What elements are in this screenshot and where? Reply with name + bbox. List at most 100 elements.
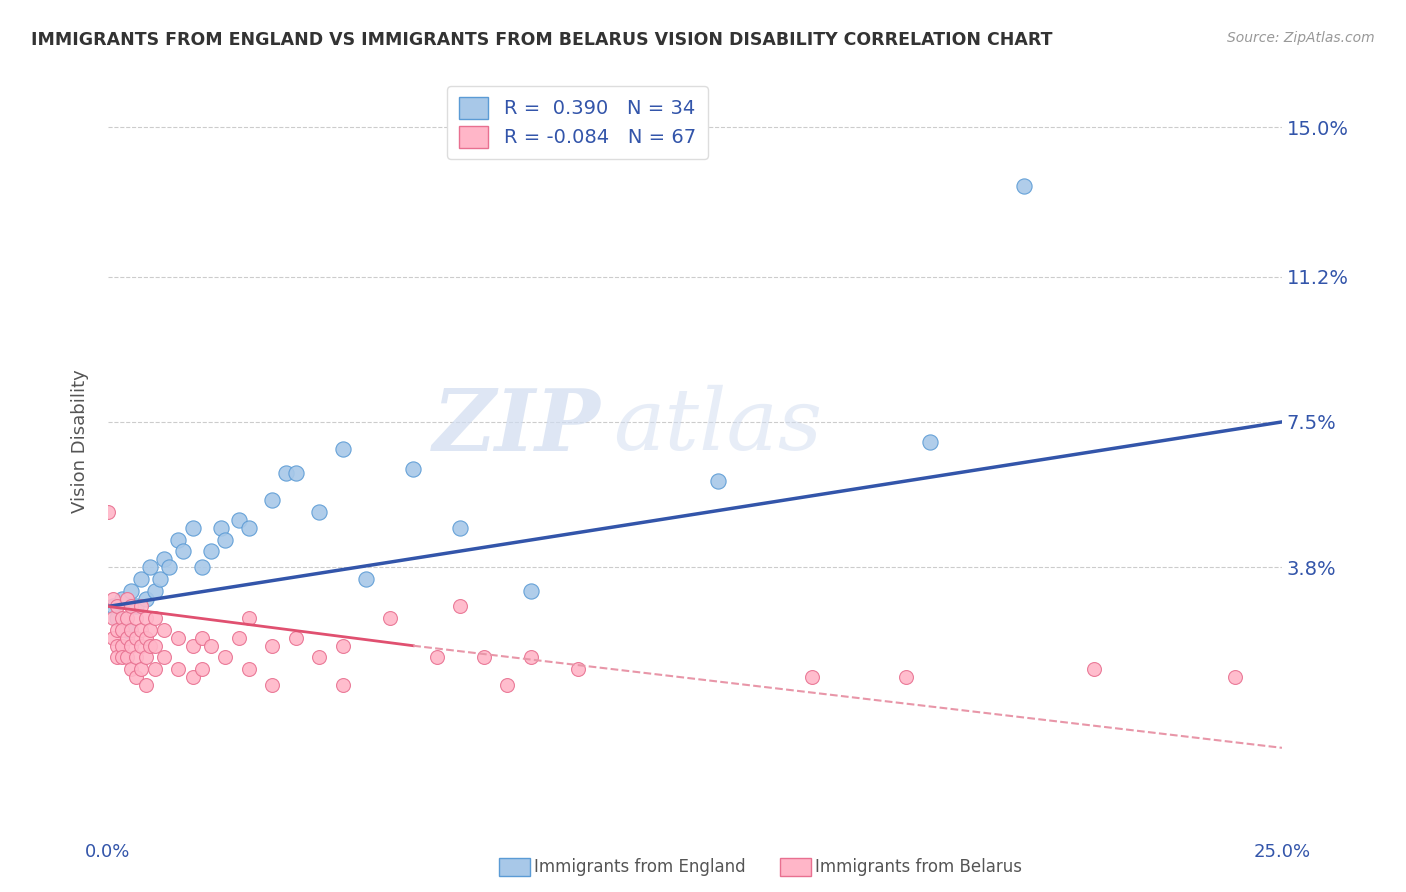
Point (101, 611, 124, 625)
Point (262, 678, 284, 692)
Point (105, 611, 128, 625)
Point (121, 639, 143, 653)
Point (105, 623, 128, 637)
Point (143, 583, 166, 598)
Point (153, 650, 176, 665)
Point (125, 599, 148, 614)
Point (129, 639, 152, 653)
Point (115, 650, 138, 665)
Point (472, 650, 495, 665)
Point (200, 544, 222, 558)
Point (115, 591, 138, 606)
Point (238, 662, 260, 676)
Point (209, 521, 232, 535)
Point (426, 650, 449, 665)
Point (135, 591, 157, 606)
Legend: R =  0.390   N = 34, R = -0.084   N = 67: R = 0.390 N = 34, R = -0.084 N = 67 (447, 86, 707, 159)
Point (125, 670, 148, 684)
Point (129, 623, 152, 637)
Point (135, 678, 157, 692)
Point (896, 670, 918, 684)
Point (101, 631, 124, 645)
Point (125, 650, 148, 665)
Point (284, 466, 307, 480)
Point (139, 560, 162, 574)
Point (157, 560, 180, 574)
Point (308, 505, 330, 519)
Point (519, 650, 541, 665)
Point (129, 572, 152, 586)
Point (153, 623, 176, 637)
Point (214, 533, 236, 547)
Point (519, 583, 541, 598)
Point (129, 662, 152, 676)
Text: Immigrants from England: Immigrants from England (534, 858, 747, 876)
Point (332, 639, 354, 653)
Point (129, 599, 152, 614)
Point (191, 560, 214, 574)
Point (143, 662, 166, 676)
Y-axis label: Vision Disability: Vision Disability (72, 369, 89, 514)
Point (167, 631, 190, 645)
Point (181, 521, 204, 535)
Point (115, 623, 138, 637)
Point (191, 662, 214, 676)
Point (111, 591, 134, 606)
Point (153, 552, 176, 566)
Text: atlas: atlas (613, 385, 823, 468)
Point (567, 662, 589, 676)
Text: IMMIGRANTS FROM ENGLAND VS IMMIGRANTS FROM BELARUS VISION DISABILITY CORRELATION: IMMIGRANTS FROM ENGLAND VS IMMIGRANTS FR… (31, 31, 1053, 49)
Point (262, 639, 284, 653)
Point (402, 462, 425, 476)
Point (228, 513, 250, 527)
Point (191, 631, 214, 645)
Text: Source: ZipAtlas.com: Source: ZipAtlas.com (1227, 31, 1375, 45)
Text: ZIP: ZIP (433, 384, 600, 468)
Point (238, 521, 260, 535)
Point (172, 544, 194, 558)
Point (111, 623, 134, 637)
Point (1223, 670, 1246, 684)
Point (121, 662, 143, 676)
Point (449, 599, 471, 614)
Point (105, 639, 128, 653)
Point (308, 650, 330, 665)
Point (101, 591, 124, 606)
Point (125, 611, 148, 625)
Point (97, 505, 120, 519)
Point (284, 631, 307, 645)
Point (449, 521, 471, 535)
Text: 0.0%: 0.0% (86, 843, 131, 861)
Point (167, 662, 190, 676)
Point (139, 639, 162, 653)
Point (200, 639, 222, 653)
Point (801, 670, 824, 684)
Point (707, 474, 730, 488)
Point (105, 650, 128, 665)
Point (111, 611, 134, 625)
Point (121, 623, 143, 637)
Point (125, 631, 148, 645)
Point (181, 670, 204, 684)
Point (496, 678, 519, 692)
Point (143, 611, 166, 625)
Text: 25.0%: 25.0% (1253, 843, 1310, 861)
Point (101, 599, 124, 614)
Point (139, 623, 162, 637)
Point (1012, 179, 1035, 194)
Point (167, 533, 190, 547)
Point (121, 599, 143, 614)
Point (378, 611, 401, 625)
Point (115, 611, 138, 625)
Point (181, 639, 204, 653)
Point (115, 631, 138, 645)
Point (1083, 662, 1105, 676)
Point (111, 650, 134, 665)
Point (356, 572, 378, 586)
Point (121, 583, 143, 598)
Point (135, 650, 157, 665)
Point (262, 493, 284, 508)
Point (143, 639, 166, 653)
Text: Immigrants from Belarus: Immigrants from Belarus (815, 858, 1022, 876)
Point (332, 678, 354, 692)
